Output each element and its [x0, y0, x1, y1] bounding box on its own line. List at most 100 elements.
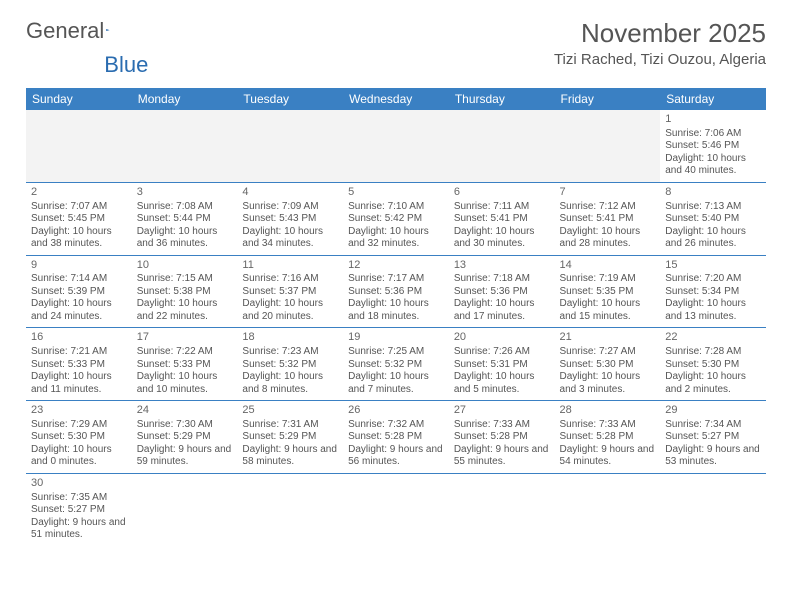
sunrise-text: Sunrise: 7:07 AM	[31, 201, 127, 214]
sunrise-text: Sunrise: 7:33 AM	[454, 419, 550, 432]
sunset-text: Sunset: 5:34 PM	[665, 286, 761, 299]
daylight-text: Daylight: 9 hours and 55 minutes.	[454, 444, 550, 469]
calendar-cell: 29Sunrise: 7:34 AMSunset: 5:27 PMDayligh…	[660, 401, 766, 474]
sunset-text: Sunset: 5:46 PM	[665, 140, 761, 153]
sunset-text: Sunset: 5:27 PM	[665, 431, 761, 444]
calendar-cell	[26, 110, 132, 182]
daylight-text: Daylight: 10 hours and 15 minutes.	[560, 298, 656, 323]
calendar-cell: 10Sunrise: 7:15 AMSunset: 5:38 PMDayligh…	[132, 255, 238, 328]
sunset-text: Sunset: 5:32 PM	[242, 359, 338, 372]
sunrise-text: Sunrise: 7:25 AM	[348, 346, 444, 359]
calendar-cell: 1Sunrise: 7:06 AMSunset: 5:46 PMDaylight…	[660, 110, 766, 182]
calendar-cell: 12Sunrise: 7:17 AMSunset: 5:36 PMDayligh…	[343, 255, 449, 328]
sunset-text: Sunset: 5:44 PM	[137, 213, 233, 226]
daylight-text: Daylight: 10 hours and 20 minutes.	[242, 298, 338, 323]
sunrise-text: Sunrise: 7:32 AM	[348, 419, 444, 432]
daylight-text: Daylight: 9 hours and 59 minutes.	[137, 444, 233, 469]
day-number: 5	[348, 186, 444, 200]
sunrise-text: Sunrise: 7:18 AM	[454, 273, 550, 286]
sunrise-text: Sunrise: 7:34 AM	[665, 419, 761, 432]
sunset-text: Sunset: 5:36 PM	[348, 286, 444, 299]
sunrise-text: Sunrise: 7:27 AM	[560, 346, 656, 359]
daylight-text: Daylight: 10 hours and 0 minutes.	[31, 444, 127, 469]
calendar-cell	[132, 110, 238, 182]
calendar-cell: 30Sunrise: 7:35 AMSunset: 5:27 PMDayligh…	[26, 473, 132, 545]
day-number: 2	[31, 186, 127, 200]
calendar-cell	[343, 473, 449, 545]
calendar-cell: 9Sunrise: 7:14 AMSunset: 5:39 PMDaylight…	[26, 255, 132, 328]
day-number: 3	[137, 186, 233, 200]
sunset-text: Sunset: 5:39 PM	[31, 286, 127, 299]
daylight-text: Daylight: 10 hours and 26 minutes.	[665, 226, 761, 251]
day-number: 16	[31, 331, 127, 345]
daylight-text: Daylight: 10 hours and 3 minutes.	[560, 371, 656, 396]
sunset-text: Sunset: 5:41 PM	[454, 213, 550, 226]
daylight-text: Daylight: 10 hours and 8 minutes.	[242, 371, 338, 396]
daylight-text: Daylight: 10 hours and 34 minutes.	[242, 226, 338, 251]
day-number: 1	[665, 113, 761, 127]
day-number: 8	[665, 186, 761, 200]
calendar-cell: 28Sunrise: 7:33 AMSunset: 5:28 PMDayligh…	[555, 401, 661, 474]
day-number: 17	[137, 331, 233, 345]
sunset-text: Sunset: 5:28 PM	[348, 431, 444, 444]
calendar-week: 9Sunrise: 7:14 AMSunset: 5:39 PMDaylight…	[26, 255, 766, 328]
day-number: 14	[560, 259, 656, 273]
sunrise-text: Sunrise: 7:28 AM	[665, 346, 761, 359]
day-number: 27	[454, 404, 550, 418]
daylight-text: Daylight: 10 hours and 2 minutes.	[665, 371, 761, 396]
calendar-cell: 3Sunrise: 7:08 AMSunset: 5:44 PMDaylight…	[132, 182, 238, 255]
calendar-cell: 11Sunrise: 7:16 AMSunset: 5:37 PMDayligh…	[237, 255, 343, 328]
day-number: 7	[560, 186, 656, 200]
day-number: 15	[665, 259, 761, 273]
sunrise-text: Sunrise: 7:12 AM	[560, 201, 656, 214]
calendar-cell	[132, 473, 238, 545]
sunrise-text: Sunrise: 7:08 AM	[137, 201, 233, 214]
location: Tizi Rached, Tizi Ouzou, Algeria	[554, 51, 766, 68]
calendar-cell: 13Sunrise: 7:18 AMSunset: 5:36 PMDayligh…	[449, 255, 555, 328]
day-number: 25	[242, 404, 338, 418]
sunrise-text: Sunrise: 7:33 AM	[560, 419, 656, 432]
calendar-cell: 19Sunrise: 7:25 AMSunset: 5:32 PMDayligh…	[343, 328, 449, 401]
day-number: 21	[560, 331, 656, 345]
day-number: 23	[31, 404, 127, 418]
day-header-row: SundayMondayTuesdayWednesdayThursdayFrid…	[26, 88, 766, 110]
day-number: 13	[454, 259, 550, 273]
calendar-cell	[449, 473, 555, 545]
calendar-cell: 15Sunrise: 7:20 AMSunset: 5:34 PMDayligh…	[660, 255, 766, 328]
daylight-text: Daylight: 10 hours and 38 minutes.	[31, 226, 127, 251]
sunset-text: Sunset: 5:38 PM	[137, 286, 233, 299]
calendar-cell: 25Sunrise: 7:31 AMSunset: 5:29 PMDayligh…	[237, 401, 343, 474]
sunrise-text: Sunrise: 7:16 AM	[242, 273, 338, 286]
sunrise-text: Sunrise: 7:22 AM	[137, 346, 233, 359]
daylight-text: Daylight: 9 hours and 51 minutes.	[31, 517, 127, 542]
daylight-text: Daylight: 10 hours and 7 minutes.	[348, 371, 444, 396]
calendar-cell: 27Sunrise: 7:33 AMSunset: 5:28 PMDayligh…	[449, 401, 555, 474]
sunrise-text: Sunrise: 7:23 AM	[242, 346, 338, 359]
calendar-cell: 24Sunrise: 7:30 AMSunset: 5:29 PMDayligh…	[132, 401, 238, 474]
calendar-cell: 16Sunrise: 7:21 AMSunset: 5:33 PMDayligh…	[26, 328, 132, 401]
calendar-cell: 17Sunrise: 7:22 AMSunset: 5:33 PMDayligh…	[132, 328, 238, 401]
daylight-text: Daylight: 10 hours and 40 minutes.	[665, 153, 761, 178]
daylight-text: Daylight: 10 hours and 18 minutes.	[348, 298, 444, 323]
sunset-text: Sunset: 5:35 PM	[560, 286, 656, 299]
sunrise-text: Sunrise: 7:14 AM	[31, 273, 127, 286]
day-number: 22	[665, 331, 761, 345]
daylight-text: Daylight: 9 hours and 53 minutes.	[665, 444, 761, 469]
sunset-text: Sunset: 5:27 PM	[31, 504, 127, 517]
calendar-week: 1Sunrise: 7:06 AMSunset: 5:46 PMDaylight…	[26, 110, 766, 182]
day-number: 12	[348, 259, 444, 273]
day-number: 24	[137, 404, 233, 418]
calendar-cell: 20Sunrise: 7:26 AMSunset: 5:31 PMDayligh…	[449, 328, 555, 401]
day-number: 4	[242, 186, 338, 200]
sunset-text: Sunset: 5:29 PM	[242, 431, 338, 444]
sunset-text: Sunset: 5:28 PM	[454, 431, 550, 444]
daylight-text: Daylight: 10 hours and 24 minutes.	[31, 298, 127, 323]
sunrise-text: Sunrise: 7:06 AM	[665, 128, 761, 141]
day-header: Thursday	[449, 88, 555, 110]
sunrise-text: Sunrise: 7:11 AM	[454, 201, 550, 214]
day-number: 9	[31, 259, 127, 273]
calendar-cell: 2Sunrise: 7:07 AMSunset: 5:45 PMDaylight…	[26, 182, 132, 255]
daylight-text: Daylight: 10 hours and 28 minutes.	[560, 226, 656, 251]
sunrise-text: Sunrise: 7:30 AM	[137, 419, 233, 432]
calendar-cell	[449, 110, 555, 182]
